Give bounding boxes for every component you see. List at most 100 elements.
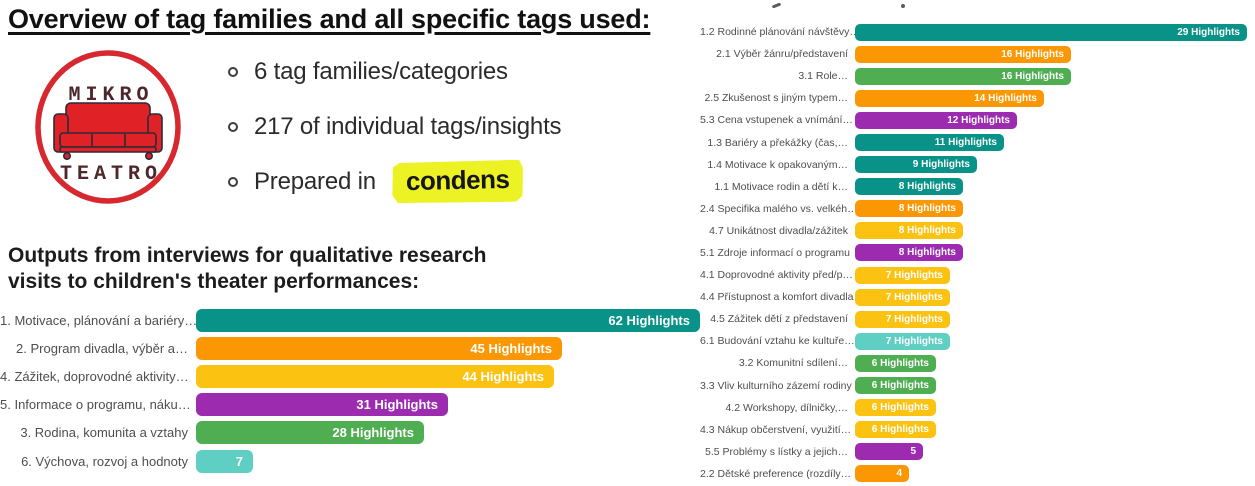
bar: 16 Highlights [855, 45, 1071, 63]
bar-row: 4.7 Unikátnost divadla/zážitek 8 Highligh… [700, 220, 1255, 242]
bar-value-label: 16 Highlights [1001, 48, 1064, 60]
bar-value-label: 5 [910, 446, 916, 458]
bar-row: 2. Program divadla, výběr a… 45 Highlight… [0, 334, 710, 362]
bar-row: 5. Informace o programu, náku… 31 Highlig… [0, 391, 710, 419]
bar-label: 3.1 Role… [798, 70, 848, 83]
cropped-text-fragment [771, 2, 782, 9]
bar-label: 5.1 Zdroje informací o programu [700, 246, 850, 259]
bullet-circle-icon [228, 122, 238, 132]
bar-row: 6. Výchova, rozvoj a hodnoty 7 [0, 447, 710, 475]
bar-label: 1. Motivace, plánování a bariéry… [0, 312, 196, 328]
bar: 16 Highlights [855, 67, 1071, 85]
bar: 8 Highlights [855, 222, 963, 240]
bar: 29 Highlights [855, 23, 1247, 41]
bar-row: 2.2 Dětské preference (rozdíly… 4 [700, 463, 1255, 485]
bar-label: 1.2 Rodinné plánování návštěvy… [700, 26, 855, 39]
bar-value-label: 44 Highlights [462, 368, 544, 384]
bar-row: 1.4 Motivace k opakovaným… 9 Highlights [700, 154, 1255, 176]
bullet-text: 217 of individual tags/insights [254, 113, 562, 140]
bar-value-label: 28 Highlights [332, 425, 414, 441]
bar-row: 1. Motivace, plánování a bariéry… 62 High… [0, 306, 710, 334]
bar-label: 4.3 Nákup občerstvení, využití… [700, 423, 852, 436]
bar-value-label: 11 Highlights [934, 137, 997, 149]
bar: 31 Highlights [196, 393, 448, 417]
bar-label: 5. Informace o programu, náku… [0, 397, 191, 413]
bullet-text: Prepared in [254, 168, 376, 195]
bar: 6 Highlights [855, 377, 936, 395]
bar-value-label: 4 [896, 468, 902, 480]
bar-value-label: 12 Highlights [947, 114, 1010, 126]
bar-value-label: 7 Highlights [885, 313, 943, 325]
bullet-circle-icon [228, 177, 238, 187]
bar-value-label: 16 Highlights [1001, 70, 1064, 82]
bar-row: 2.1 Výběr žánru/představení 16 Highlights [700, 43, 1255, 65]
bar-value-label: 29 Highlights [1177, 26, 1240, 38]
logo-text-bottom: TEATRO [60, 163, 162, 186]
bar: 7 Highlights [855, 332, 950, 350]
bar-row: 2.5 Zkušenost s jiným typem… 14 Highlight… [700, 87, 1255, 109]
bar-label: 4.5 Zážitek dětí z představení [710, 313, 848, 326]
bar-label: 3.2 Komunitní sdílení… [738, 357, 848, 370]
bar-value-label: 62 Highlights [608, 312, 690, 328]
bar-value-label: 7 Highlights [885, 335, 943, 347]
bullet-list: 6 tag families/categories 217 of individ… [228, 57, 562, 222]
bar-row: 5.5 Problémy s lístky a jejich… 5 [700, 441, 1255, 463]
bar: 8 Highlights [855, 200, 963, 218]
bar: 11 Highlights [855, 134, 1004, 152]
bar-label: 2. Program divadla, výběr a… [16, 340, 188, 356]
bar-label: 3.3 Vliv kulturního zázemí rodiny [700, 379, 852, 392]
bar-label: 1.3 Bariéry a překážky (čas,… [707, 136, 848, 149]
bar-row: 3. Rodina, komunita a vztahy 28 Highlight… [0, 419, 710, 447]
bar-value-label: 45 Highlights [470, 340, 552, 356]
bar-value-label: 7 Highlights [885, 291, 943, 303]
bar-value-label: 6 Highlights [871, 357, 929, 369]
bar: 8 Highlights [855, 244, 963, 262]
specific-tags-chart: 1.2 Rodinné plánování návštěvy… 29 Highli… [700, 21, 1255, 485]
subtitle-line-2: visits to children's theater performance… [8, 270, 420, 293]
bar-value-label: 7 Highlights [885, 269, 943, 281]
bar-label: 5.5 Problémy s lístky a jejich… [705, 445, 848, 458]
bar-value-label: 8 Highlights [898, 181, 956, 193]
bar: 6 Highlights [855, 354, 936, 372]
bar: 14 Highlights [855, 89, 1044, 107]
bar-value-label: 9 Highlights [912, 159, 970, 171]
bar-row: 1.1 Motivace rodin a dětí k… 8 Highlights [700, 176, 1255, 198]
bar: 5 [855, 443, 923, 461]
bar: 9 Highlights [855, 156, 977, 174]
bar-value-label: 6 Highlights [871, 380, 929, 392]
bar: 28 Highlights [196, 421, 424, 445]
bar-row: 1.3 Bariéry a překážky (čas,… 11 Highligh… [700, 131, 1255, 153]
bar-value-label: 7 [235, 453, 243, 469]
bar-label: 2.2 Dětské preference (rozdíly… [700, 467, 852, 480]
bar-label: 2.4 Specifika malého vs. velkéh… [700, 202, 855, 215]
bar-label: 4.4 Přístupnost a komfort divadla [700, 291, 854, 304]
bar-row: 1.2 Rodinné plánování návštěvy… 29 Highli… [700, 21, 1255, 43]
bar-row: 4.2 Workshopy, dílničky,… 6 Highlights [700, 397, 1255, 419]
bar-row: 4.1 Doprovodné aktivity před/p… 7 Highlig… [700, 264, 1255, 286]
bar-label: 1.4 Motivace k opakovaným… [707, 158, 848, 171]
bar-label: 6.1 Budování vztahu ke kultuře… [700, 335, 855, 348]
bar-label: 4.1 Doprovodné aktivity před/p… [700, 269, 853, 282]
bar-label: 2.1 Výběr žánru/představení [716, 48, 848, 61]
bar: 45 Highlights [196, 336, 562, 360]
bullet-item-tag-families: 6 tag families/categories [228, 57, 561, 87]
section-subtitle: Outputs from interviews for qualitative … [8, 243, 486, 295]
cropped-text-fragment [901, 4, 905, 8]
bar-row: 2.4 Specifika malého vs. velkéh… 8 Highli… [700, 198, 1255, 220]
bar-row: 3.2 Komunitní sdílení… 6 Highlights [700, 352, 1255, 374]
bar-label: 4.7 Unikátnost divadla/zážitek [709, 224, 848, 237]
bar-label: 2.5 Zkušenost s jiným typem… [704, 92, 848, 105]
bar-value-label: 6 Highlights [871, 402, 929, 414]
bar-label: 6. Výchova, rozvoj a hodnoty [21, 453, 188, 469]
bullet-item-prepared-in: Prepared in condens [228, 167, 561, 197]
bullet-item-individual-tags: 217 of individual tags/insights [228, 112, 562, 142]
bar-row: 3.3 Vliv kulturního zázemí rodiny 6 Highl… [700, 375, 1255, 397]
couch-icon [53, 102, 163, 161]
bar-row: 4.4 Přístupnost a komfort divadla 7 Highl… [700, 286, 1255, 308]
bar: 44 Highlights [196, 364, 554, 388]
bar: 6 Highlights [855, 399, 936, 417]
bar-value-label: 8 Highlights [898, 203, 956, 215]
bar-label: 3. Rodina, komunita a vztahy [20, 425, 188, 441]
bar-row: 4.5 Zážitek dětí z představení 7 Highligh… [700, 308, 1255, 330]
